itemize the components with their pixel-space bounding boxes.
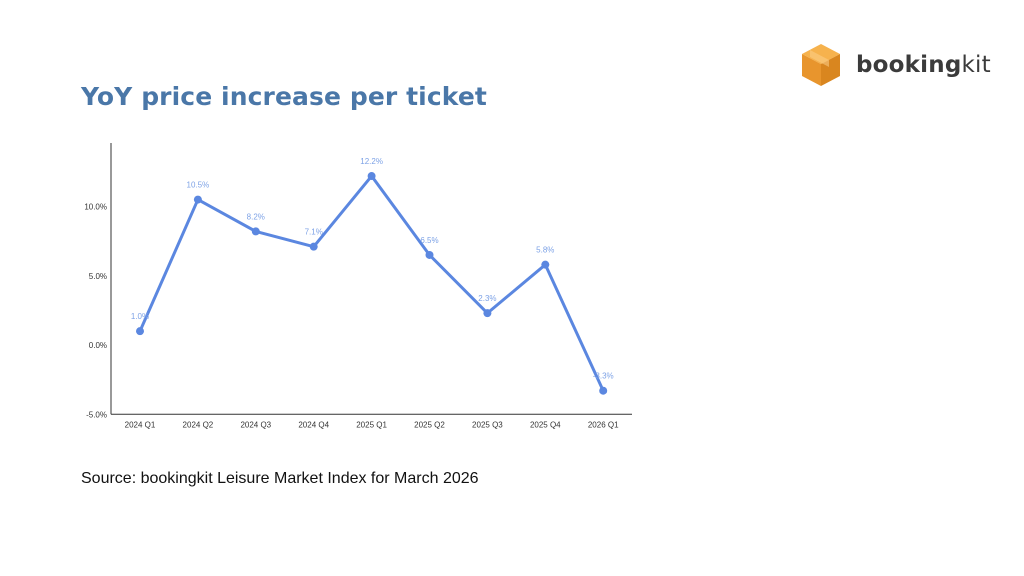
series-line — [138, 174, 605, 393]
data-label: 10.5% — [187, 181, 210, 190]
y-tick-label: 5.0% — [89, 272, 107, 281]
data-label: 5.8% — [536, 246, 554, 255]
box-icon — [802, 44, 840, 86]
data-point — [483, 309, 492, 318]
x-tick-label: 2025 Q2 — [414, 420, 445, 429]
source-note: Source: bookingkit Leisure Market Index … — [81, 470, 479, 487]
data-label: 2.3% — [478, 294, 496, 303]
data-label: 7.1% — [305, 228, 323, 237]
data-point — [425, 250, 434, 259]
y-tick-label: 0.0% — [89, 341, 107, 350]
brand-logo: bookingkit — [800, 43, 991, 87]
data-point — [599, 386, 608, 395]
data-label: 1.0% — [131, 312, 149, 321]
data-label: -3.3% — [593, 372, 614, 381]
x-tick-label: 2024 Q2 — [183, 420, 214, 429]
x-tick-label: 2025 Q3 — [472, 420, 503, 429]
data-label: 12.2% — [360, 157, 383, 166]
x-tick-label: 2025 Q1 — [356, 420, 387, 429]
brand-wordmark: bookingkit — [856, 52, 991, 78]
data-point — [193, 195, 202, 204]
x-tick-label: 2024 Q1 — [125, 420, 156, 429]
y-tick-label: 10.0% — [84, 203, 107, 212]
page-title: YoY price increase per ticket — [81, 82, 487, 111]
x-tick-label: 2026 Q1 — [588, 420, 619, 429]
x-tick-label: 2025 Q4 — [530, 420, 561, 429]
x-tick-label: 2024 Q3 — [240, 420, 271, 429]
data-label: 6.5% — [420, 236, 438, 245]
data-point — [541, 260, 550, 269]
data-point — [367, 172, 376, 181]
data-point — [309, 242, 318, 251]
data-point — [251, 227, 260, 236]
y-tick-label: -5.0% — [86, 410, 107, 419]
x-tick-label: 2024 Q4 — [298, 420, 329, 429]
data-label: 8.2% — [247, 212, 265, 221]
data-point — [136, 327, 144, 336]
